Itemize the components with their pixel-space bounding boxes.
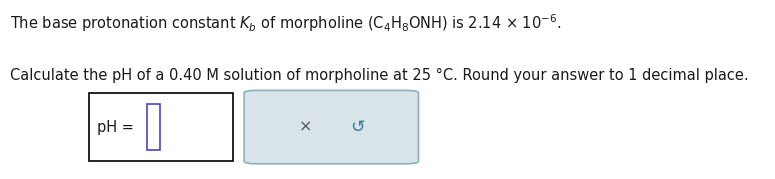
Text: Calculate the pH of a 0.40 M solution of morpholine at 25 °C. Round your answer : Calculate the pH of a 0.40 M solution of… bbox=[10, 68, 749, 83]
Bar bbox=[89, 93, 232, 161]
Text: pH =: pH = bbox=[97, 120, 139, 135]
Text: The base protonation constant $K_b$ of morpholine (C$_4$H$_8$ONH) is 2.14 $\time: The base protonation constant $K_b$ of m… bbox=[10, 13, 562, 34]
FancyBboxPatch shape bbox=[244, 90, 418, 164]
Bar bbox=[147, 104, 160, 150]
Text: ×: × bbox=[299, 120, 312, 135]
Text: ↺: ↺ bbox=[350, 118, 364, 136]
